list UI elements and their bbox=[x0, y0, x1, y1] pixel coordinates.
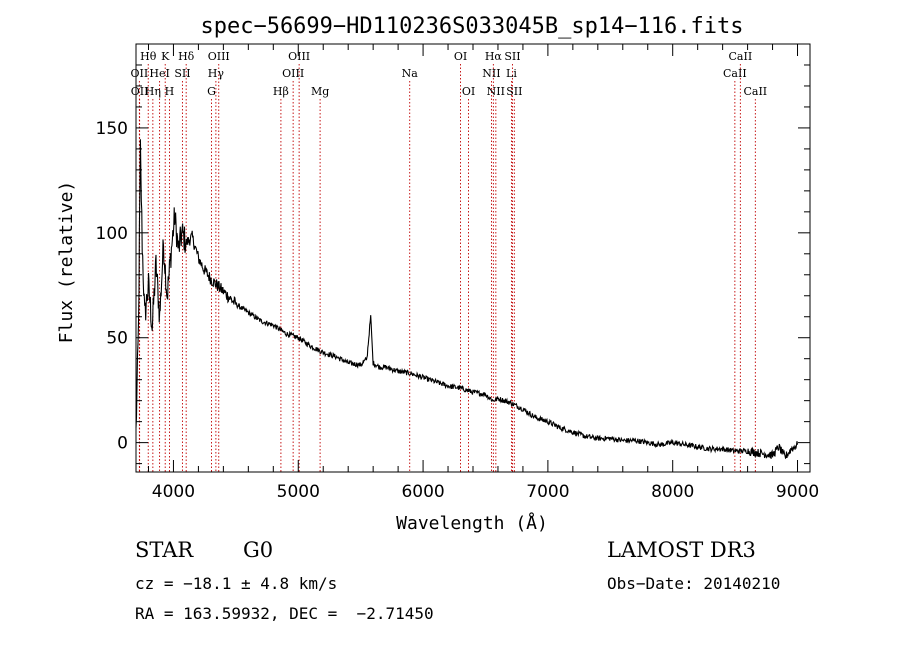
plot-frame bbox=[135, 43, 811, 473]
coordinates: RA = 163.59932, DEC = −2.71450 bbox=[135, 604, 434, 623]
x-tick-label-0: 4000 bbox=[152, 482, 195, 502]
line-label-23: Mg bbox=[311, 85, 329, 98]
line-label-10: HeI bbox=[149, 67, 169, 80]
line-label-3: OIII bbox=[208, 50, 230, 63]
line-label-5: OI bbox=[454, 50, 467, 63]
x-tick-label-5: 9000 bbox=[776, 482, 819, 502]
line-label-26: SII bbox=[506, 85, 522, 98]
line-label-7: SII bbox=[504, 50, 520, 63]
x-tick-label-3: 7000 bbox=[526, 482, 569, 502]
line-label-11: SII bbox=[174, 67, 190, 80]
line-label-15: NII bbox=[482, 67, 500, 80]
line-label-18: OII bbox=[131, 85, 149, 98]
y-tick-label-3: 150 bbox=[96, 119, 128, 139]
x-tick-label-2: 6000 bbox=[401, 482, 444, 502]
line-label-24: OI bbox=[462, 85, 475, 98]
line-label-19: Hη bbox=[145, 85, 161, 98]
survey-name: LAMOST DR3 bbox=[607, 538, 756, 562]
line-label-2: Hδ bbox=[178, 50, 195, 63]
tick-labels: 4000 5000 6000 7000 8000 9000 0 50 100 150 bbox=[96, 119, 820, 502]
line-label-21: G bbox=[207, 85, 216, 98]
spectrum-chart: spec−56699−HD110236S033045B_sp14−116.fit… bbox=[56, 14, 820, 534]
y-tick-label-1: 50 bbox=[106, 329, 128, 349]
redshift-cz: cz = −18.1 ± 4.8 km/s bbox=[135, 574, 338, 593]
x-tick-label-1: 5000 bbox=[277, 482, 320, 502]
y-tick-label-0: 0 bbox=[117, 434, 128, 454]
line-label-8: CaII bbox=[729, 50, 753, 63]
line-label-6: Hα bbox=[485, 50, 503, 63]
line-label-25: NII bbox=[487, 85, 505, 98]
object-class: STAR bbox=[135, 538, 194, 562]
spectrum-line bbox=[135, 139, 799, 460]
line-label-17: CaII bbox=[723, 67, 747, 80]
axis-ticks bbox=[136, 44, 810, 472]
observation-date: Obs−Date: 20140210 bbox=[607, 574, 781, 593]
y-axis-label: Flux (relative) bbox=[56, 181, 77, 344]
line-label-4: OIII bbox=[288, 50, 310, 63]
line-label-16: Li bbox=[506, 67, 517, 80]
line-label-9: OII bbox=[131, 67, 149, 80]
line-label-22: Hβ bbox=[273, 85, 289, 98]
chart-title: spec−56699−HD110236S033045B_sp14−116.fit… bbox=[200, 14, 743, 39]
line-label-27: CaII bbox=[743, 85, 767, 98]
line-label-14: Na bbox=[402, 67, 419, 80]
line-label-0: Hθ bbox=[140, 50, 157, 63]
x-axis-label: Wavelength (Å) bbox=[396, 512, 548, 534]
line-label-12: Hγ bbox=[208, 67, 225, 80]
line-label-20: H bbox=[165, 85, 175, 98]
x-tick-label-4: 8000 bbox=[651, 482, 694, 502]
line-label-1: K bbox=[161, 50, 170, 63]
y-tick-label-2: 100 bbox=[96, 224, 128, 244]
line-label-13: OIII bbox=[282, 67, 304, 80]
object-subclass: G0 bbox=[243, 538, 274, 562]
